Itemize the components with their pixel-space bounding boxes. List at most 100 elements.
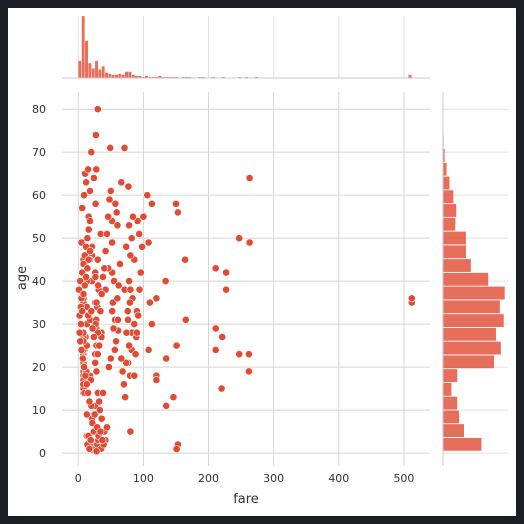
y-tick-label: 60: [32, 189, 46, 202]
right-hist-bar: [442, 189, 454, 204]
scatter-point: [126, 298, 134, 307]
scatter-point: [103, 229, 111, 238]
scatter-point: [105, 195, 114, 204]
top-hist-bar: [98, 69, 102, 79]
scatter-point: [103, 423, 111, 432]
scatter-point: [144, 238, 153, 247]
scatter-point: [211, 345, 220, 354]
scatter-point: [222, 268, 230, 277]
scatter-point: [169, 393, 178, 402]
scatter-point: [135, 229, 144, 238]
x-tick-label: 400: [328, 472, 349, 485]
right-hist-bar: [442, 244, 467, 259]
scatter-point: [114, 315, 122, 324]
scatter-point: [81, 371, 90, 380]
y-axis-ticks: 0 10 20 30 40 50 60 70 80: [32, 103, 46, 460]
scatter-point: [80, 191, 88, 200]
scatter-point: [92, 298, 101, 307]
scatter-point: [143, 191, 152, 200]
top-hist-bar: [84, 40, 89, 79]
right-hist-bar: [442, 437, 483, 452]
scatter-point: [84, 225, 93, 234]
scatter-point: [88, 324, 97, 333]
scatter-point: [96, 307, 105, 316]
right-hist-bar: [442, 354, 495, 369]
y-tick-label: 30: [32, 318, 46, 331]
x-tick-label: 200: [198, 472, 219, 485]
scatter-point: [94, 281, 102, 290]
scatter-point: [98, 436, 107, 445]
top-hist-bar: [124, 71, 129, 79]
y-tick-label: 0: [39, 447, 46, 460]
right-hist-bar: [442, 299, 501, 314]
scatter-point: [147, 199, 156, 208]
scatter-point: [108, 238, 116, 247]
top-hist-bar: [108, 73, 112, 79]
scatter-point: [95, 397, 103, 406]
scatter-point: [106, 186, 115, 195]
top-hist-bar: [81, 15, 85, 79]
scatter-grid: [62, 92, 430, 466]
scatter-point: [161, 277, 170, 285]
scatter-point: [407, 294, 416, 303]
scatter-point: [99, 388, 107, 397]
scatter-point: [104, 212, 113, 221]
scatter-point: [87, 307, 96, 316]
x-tick-label: 300: [263, 472, 284, 485]
scatter-point: [80, 363, 88, 371]
scatter-point: [90, 174, 98, 182]
scatter-point: [97, 414, 106, 423]
right-hist-bar: [442, 382, 453, 397]
scatter-point: [84, 388, 92, 397]
x-axis-label: fare: [233, 492, 259, 507]
scatter-point: [136, 268, 145, 277]
scatter-point: [92, 447, 101, 456]
y-tick-label: 50: [32, 232, 46, 245]
scatter-point: [172, 199, 180, 208]
right-hist-bar: [442, 313, 505, 328]
scatter-point: [120, 143, 129, 152]
scatter-point: [181, 315, 190, 324]
x-tick-label: 0: [75, 472, 82, 485]
scatter-point: [118, 367, 127, 376]
scatter-point: [181, 255, 189, 264]
scatter-point: [245, 174, 254, 182]
top-hist-bar: [101, 66, 105, 79]
scatter-point: [217, 384, 226, 393]
scatter-point: [211, 264, 220, 273]
scatter-point: [95, 406, 104, 414]
scatter-point: [125, 277, 133, 285]
scatter-point: [82, 272, 90, 281]
scatter-point: [92, 367, 101, 376]
scatter-point: [86, 436, 95, 445]
scatter-point: [95, 341, 103, 350]
scatter-point: [132, 328, 141, 337]
scatter-point: [138, 242, 146, 251]
scatter-point: [91, 199, 100, 208]
scatter-point: [127, 234, 136, 243]
scatter-point: [218, 333, 227, 341]
chart-frame: 0 100 200 300 400 500 0 10 20 30 40 50 60 70 80 fare …: [8, 8, 516, 516]
scatter-point: [78, 204, 87, 212]
scatter-point: [112, 337, 120, 346]
top-histogram-grid: [77, 16, 405, 78]
scatter-point: [78, 354, 87, 363]
scatter-point: [235, 234, 244, 243]
scatter-point: [78, 307, 87, 316]
scatter-point: [93, 255, 102, 264]
scatter-point: [162, 401, 171, 410]
scatter-point: [145, 298, 154, 307]
scatter-point: [80, 281, 89, 290]
scatter-point: [90, 410, 99, 419]
top-hist-bar: [88, 62, 92, 79]
scatter-point: [85, 397, 94, 406]
scatter-point: [83, 234, 92, 243]
scatter-point: [152, 294, 161, 303]
scatter-point: [122, 242, 131, 251]
right-hist-bar: [442, 217, 456, 232]
scatter-point: [129, 212, 137, 221]
scatter-point: [172, 445, 181, 453]
scatter-point: [106, 143, 115, 152]
y-axis-label: age: [15, 266, 30, 290]
